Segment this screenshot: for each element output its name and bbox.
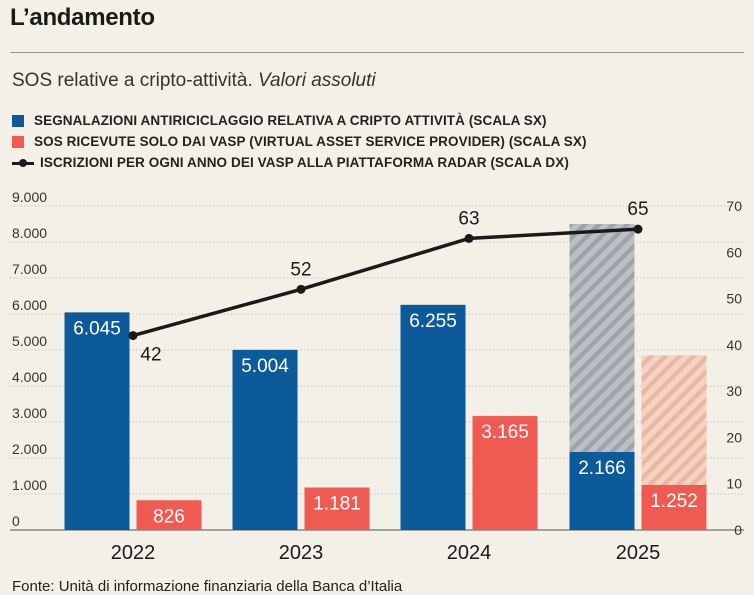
y-left-tick-label: 5.000 <box>12 333 47 349</box>
line-iscrizioni <box>132 227 639 338</box>
bar-segnalazioni-2024 <box>400 304 466 530</box>
bar-vasp-2024 <box>472 416 538 530</box>
bar-label-segnalazioni-2022: 6.045 <box>73 318 121 339</box>
y-left-tick-label: 9.000 <box>12 189 47 205</box>
legend-item-vasp: SOS RICEVUTE SOLO DAI VASP (VIRTUAL ASSE… <box>12 131 587 152</box>
line-point-2023 <box>296 284 306 294</box>
y-left-tick-label: 8.000 <box>12 225 47 241</box>
legend-label-segnalazioni: SEGNALAZIONI ANTIRICICLAGGIO RELATIVA A … <box>34 113 547 128</box>
bar-label-vasp-2024: 3.165 <box>481 422 529 443</box>
bar-vasp-2022 <box>136 500 202 530</box>
bar-segnalazioni-2023 <box>232 349 298 530</box>
y-left-tick-label: 3.000 <box>12 405 47 421</box>
line-label-2024: 63 <box>458 208 479 229</box>
bar-label-segnalazioni-2025: 2.166 <box>578 458 626 479</box>
y-right-tick-label: 60 <box>726 244 742 260</box>
y-right-tick-label: 70 <box>726 198 742 214</box>
y-left-tick-label: 1.000 <box>12 477 47 493</box>
y-left-tick-label: 6.000 <box>12 297 47 313</box>
legend-swatch-red <box>12 135 24 148</box>
y-right-tick-label: 50 <box>726 291 742 307</box>
bar-segnalazioni-2022 <box>64 312 130 530</box>
y-left-tick-label: 4.000 <box>12 369 47 385</box>
x-category-label-2023: 2023 <box>279 542 324 564</box>
y-right-tick-label: 10 <box>726 476 742 492</box>
line-label-2023: 52 <box>290 259 311 280</box>
chart-title: L’andamento <box>10 4 155 31</box>
x-category-label-2025: 2025 <box>616 542 661 564</box>
legend: SEGNALAZIONI ANTIRICICLAGGIO RELATIVA A … <box>12 110 587 173</box>
y-left-tick-label: 0 <box>12 513 20 529</box>
x-category-label-2022: 2022 <box>111 542 156 564</box>
bar-vasp-2025 <box>641 484 707 530</box>
legend-label-vasp: SOS RICEVUTE SOLO DAI VASP (VIRTUAL ASSE… <box>34 134 587 149</box>
bar-label-segnalazioni-2023: 5.004 <box>241 356 289 377</box>
line-point-2025 <box>633 224 643 234</box>
chart-subtitle: SOS relative a cripto-attività. Valori a… <box>12 70 376 92</box>
legend-swatch-line <box>12 157 34 169</box>
y-left-tick-label: 7.000 <box>12 261 47 277</box>
source-note: Fonte: Unità di informazione finanziaria… <box>12 578 403 595</box>
line-point-2022 <box>128 331 138 341</box>
line-label-2025: 65 <box>627 199 648 220</box>
y-right-tick-label: 30 <box>726 383 742 399</box>
legend-item-segnalazioni: SEGNALAZIONI ANTIRICICLAGGIO RELATIVA A … <box>12 110 587 131</box>
legend-item-iscrizioni: ISCRIZIONI PER OGNI ANNO DEI VASP ALLA P… <box>12 152 587 173</box>
subtitle-italic: Valori assoluti <box>258 70 376 91</box>
legend-label-iscrizioni: ISCRIZIONI PER OGNI ANNO DEI VASP ALLA P… <box>40 155 569 170</box>
bar-vasp-2023 <box>304 487 370 530</box>
subtitle-main: SOS relative a cripto-attività. <box>12 70 259 91</box>
x-category-label-2024: 2024 <box>447 542 492 564</box>
bar-label-vasp-2025: 1.252 <box>650 491 698 512</box>
y-left-tick-label: 2.000 <box>12 441 47 457</box>
line-label-2022: 42 <box>140 345 161 366</box>
title-divider <box>10 52 744 53</box>
y-right-tick-label: 0 <box>734 522 742 538</box>
bar-label-vasp-2023: 1.181 <box>313 493 361 514</box>
bar-segnalazioni-2025 <box>569 452 635 530</box>
line-point-2024 <box>464 233 474 243</box>
y-right-tick-label: 40 <box>726 337 742 353</box>
bar-label-vasp-2022: 826 <box>153 506 185 527</box>
y-right-tick-label: 20 <box>726 429 742 445</box>
legend-swatch-blue <box>12 114 24 127</box>
bar-label-segnalazioni-2024: 6.255 <box>409 311 457 332</box>
